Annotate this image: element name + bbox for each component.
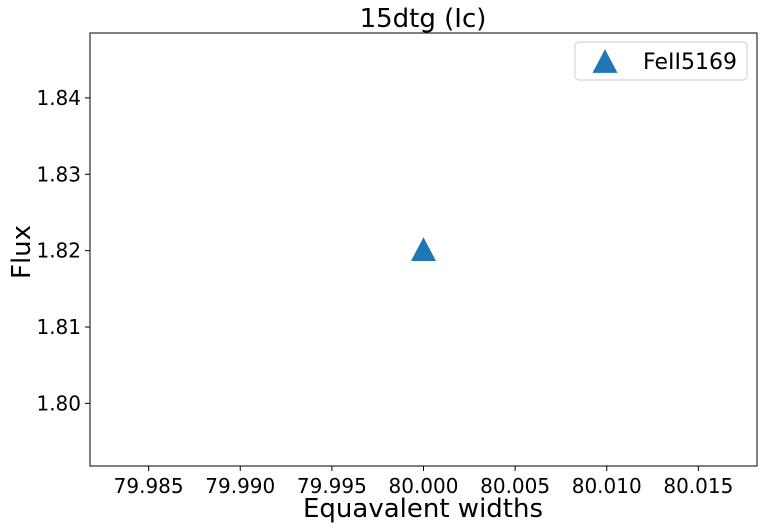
y-axis-label: Flux — [7, 225, 37, 279]
y-tick-label: 1.83 — [36, 162, 81, 186]
legend: FeII5169 — [574, 41, 748, 81]
x-tick-label: 80.015 — [663, 474, 733, 498]
x-tick-label: 80.010 — [572, 474, 642, 498]
x-tick-label: 79.995 — [297, 474, 367, 498]
legend-box — [574, 41, 748, 81]
x-axis: 79.985 79.990 79.995 80.000 80.005 80.010 80.0… — [114, 466, 733, 498]
x-tick-label: 79.990 — [205, 474, 275, 498]
y-axis: 1.80 1.81 1.82 1.83 1.84 — [36, 86, 90, 415]
y-tick-label: 1.84 — [36, 86, 81, 110]
x-tick-label: 80.000 — [389, 474, 459, 498]
data-point — [411, 237, 436, 261]
x-axis-label: Equavalent widths — [303, 494, 543, 524]
x-tick-label: 79.985 — [114, 474, 184, 498]
legend-marker-triangle — [592, 49, 618, 73]
chart-title: 15dtg (Ic) — [360, 4, 487, 34]
legend-marker — [592, 49, 618, 73]
y-tick-label: 1.82 — [36, 239, 81, 263]
x-tick-label: 80.005 — [480, 474, 550, 498]
y-tick-label: 1.81 — [36, 315, 81, 339]
data-points — [411, 237, 436, 261]
y-tick-label: 1.80 — [36, 391, 81, 415]
legend-label: FeII5169 — [643, 50, 737, 75]
